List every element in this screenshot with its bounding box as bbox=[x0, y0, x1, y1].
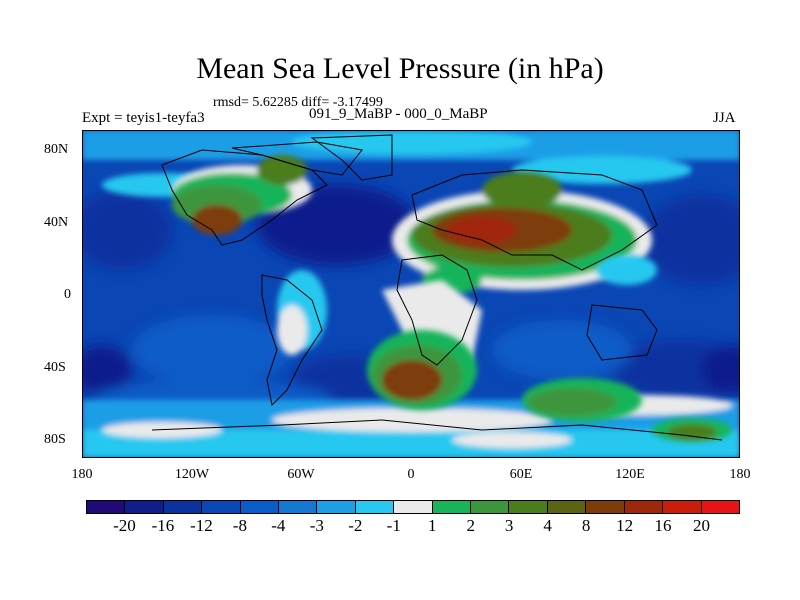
lon-label-60e: 60E bbox=[509, 467, 533, 482]
lat-label-40n: 40N bbox=[44, 215, 69, 230]
colorbar-swatch bbox=[240, 501, 280, 513]
colorbar-swatch bbox=[317, 501, 356, 513]
lat-label-80s: 80S bbox=[44, 432, 66, 447]
colorbar-label: 4 bbox=[543, 516, 552, 535]
lon-label-60w: 60W bbox=[287, 467, 315, 482]
colorbar-swatch bbox=[125, 501, 164, 513]
season-label: JJA bbox=[713, 110, 736, 126]
colorbar-label: 1 bbox=[427, 516, 437, 535]
colorbar-label: 3 bbox=[504, 516, 514, 535]
colorbar-swatch bbox=[471, 501, 510, 513]
colorbar-label: 20 bbox=[693, 516, 711, 535]
colorbar-label: 12 bbox=[616, 516, 634, 535]
colorbar-swatch bbox=[624, 501, 664, 513]
colorbar bbox=[86, 500, 740, 514]
map-border bbox=[82, 130, 740, 458]
colorbar-label: -4 bbox=[271, 516, 286, 535]
colorbar-swatch bbox=[87, 501, 126, 513]
colorbar-label: 2 bbox=[466, 516, 475, 535]
colorbar-swatch bbox=[547, 501, 587, 513]
map-title: Mean Sea Level Pressure (in hPa) bbox=[196, 52, 604, 85]
experiment-label: Expt = teyis1-teyfa3 bbox=[82, 110, 205, 126]
colorbar-swatch bbox=[586, 501, 625, 513]
colorbar-swatch bbox=[355, 501, 395, 513]
colorbar-swatch bbox=[394, 501, 433, 513]
colorbar-swatch bbox=[202, 501, 241, 513]
colorbar-label: -20 bbox=[113, 516, 136, 535]
colorbar-label: -16 bbox=[151, 516, 175, 535]
colorbar-swatch bbox=[163, 501, 203, 513]
lat-label-equator: 0 bbox=[64, 287, 71, 302]
lon-label-180e: 180 bbox=[729, 467, 751, 482]
indian-ocean-high bbox=[522, 378, 732, 442]
colorbar-label: -8 bbox=[232, 516, 247, 535]
colorbar-label: 16 bbox=[654, 516, 672, 535]
colorbar-label: 8 bbox=[581, 516, 591, 535]
colorbar-swatch bbox=[509, 501, 548, 513]
lon-label-180w: 180 bbox=[71, 467, 93, 482]
colorbar-label: -12 bbox=[190, 516, 213, 535]
colorbar-swatch bbox=[432, 501, 472, 513]
south-atlantic-high bbox=[367, 330, 477, 410]
colorbar-swatch bbox=[701, 501, 739, 513]
rmsd-diff-stats: rmsd= 5.62285 diff= -3.17499 bbox=[213, 95, 383, 110]
colorbar-label: -2 bbox=[348, 516, 363, 535]
lat-label-80n: 80N bbox=[44, 142, 69, 157]
colorbar-swatch bbox=[279, 501, 318, 513]
lat-label-40s: 40S bbox=[44, 360, 66, 375]
land-outlines bbox=[151, 134, 723, 441]
comparison-label: 091_9_MaBP - 000_0_MaBP bbox=[309, 106, 488, 122]
eurasia-high bbox=[392, 172, 652, 294]
lon-label-120w: 120W bbox=[174, 467, 210, 482]
north-america-high bbox=[172, 155, 312, 235]
pressure-map bbox=[82, 130, 740, 458]
lon-label-0: 0 bbox=[407, 467, 415, 482]
colorbar-label: -3 bbox=[309, 516, 324, 535]
colorbar-label: -1 bbox=[386, 516, 401, 535]
colorbar-swatch bbox=[663, 501, 702, 513]
lon-label-120e: 120E bbox=[615, 467, 645, 482]
